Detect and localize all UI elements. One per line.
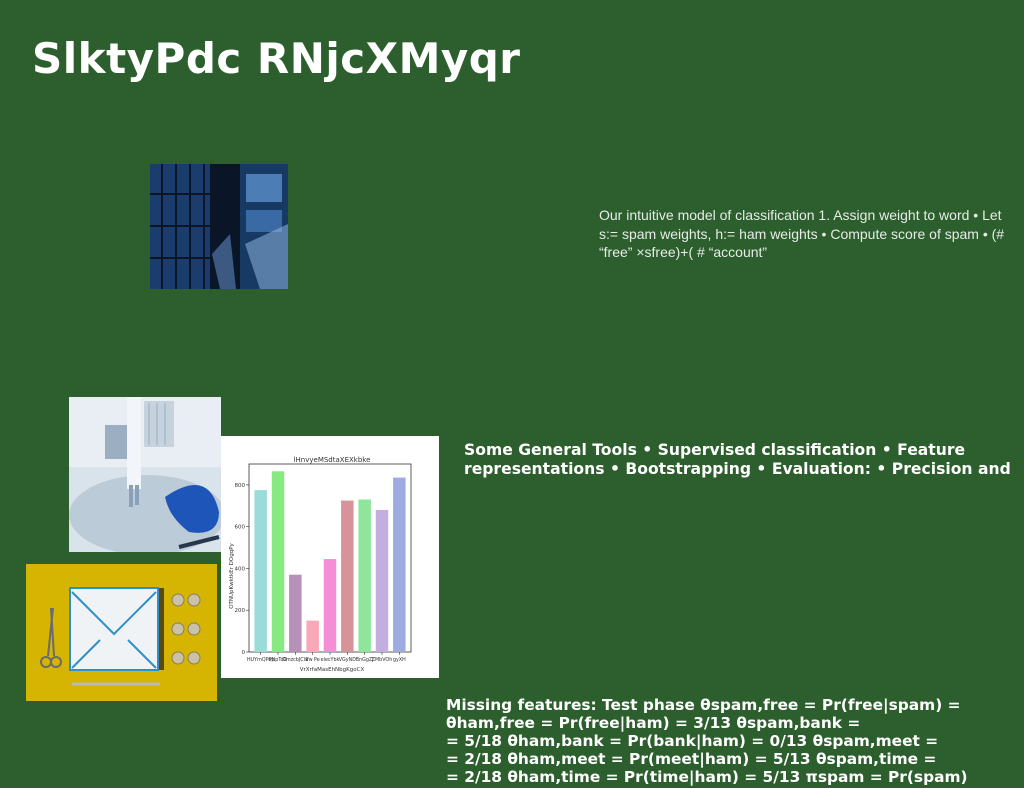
office-photo — [150, 164, 288, 289]
chart-y-tick-label: 0 — [242, 650, 246, 656]
missing-features-line: Missing features: Test phase θspam,free … — [446, 696, 961, 714]
chart-title: lHnvyeMSdtaXEXkbke — [294, 456, 371, 464]
chart-x-tick-label: elecYbk — [321, 657, 340, 663]
bar-chart: lHnvyeMSdtaXEXkbke OTNUpKwktkEr DOgqPy V… — [221, 436, 439, 678]
general-tools-line: Some General Tools • Supervised classifi… — [464, 441, 966, 459]
general-tools-line: representations • Bootstrapping • Evalua… — [464, 459, 1011, 478]
chart-bar — [271, 471, 285, 652]
missing-features-line: = 5/18 θham,bank = Pr(bank|ham) = 0/13 θ… — [446, 732, 939, 750]
slide-title: SlktyPdc RNjcXMyqr — [32, 34, 521, 83]
chart-y-tick-label: 400 — [235, 566, 246, 572]
chart-bar — [323, 559, 337, 652]
general-tools-text: Some General Tools • Supervised classifi… — [464, 441, 1024, 478]
chart-bar — [289, 574, 302, 652]
chart-x-tick-label: gyXH — [393, 657, 406, 663]
chart-x-axis-label: VrXrfaMasEhNbgKgoCX — [300, 667, 365, 673]
envelope-photo — [26, 564, 217, 701]
chart-bar — [306, 620, 319, 652]
chart-x-tick-label: ZMbVOh — [372, 657, 392, 663]
missing-features-line: = 2/18 θham,meet = Pr(meet|ham) = 5/13 θ… — [446, 750, 937, 768]
intuitive-model-text: Our intuitive model of classification 1.… — [599, 207, 1005, 260]
chart-bar — [341, 500, 354, 652]
room-photo — [69, 397, 221, 552]
chart-bar — [254, 490, 267, 652]
missing-features-text: Missing features: Test phase θspam,free … — [446, 696, 1024, 786]
chart-x-tick-label: BnGgZJ — [356, 657, 374, 663]
chart-bar — [393, 477, 406, 652]
chart-y-axis-label: OTNUpKwktkEr DOgqPy — [229, 542, 235, 608]
chart-x-tick-label: Ifw Pe — [306, 657, 320, 663]
missing-features-line: = 2/18 θham,time = Pr(time|ham) = 5/13 π… — [446, 768, 968, 786]
chart-y-tick-label: 800 — [235, 483, 246, 489]
chart-bar — [358, 499, 371, 652]
chart-x-tick-label: VGyND — [339, 657, 356, 663]
chart-x-tick-label: HUYrnQPop — [247, 657, 274, 663]
missing-features-line: θham,free = Pr(free|ham) = 3/13 θspam,ba… — [446, 714, 861, 732]
chart-y-tick-label: 600 — [235, 525, 246, 531]
chart-bar — [375, 509, 389, 652]
chart-y-tick-label: 200 — [235, 608, 246, 614]
chart-x-tick-label: PNpToO — [269, 657, 288, 663]
chart-x-tick-label: DmzcbJCW — [282, 657, 308, 663]
